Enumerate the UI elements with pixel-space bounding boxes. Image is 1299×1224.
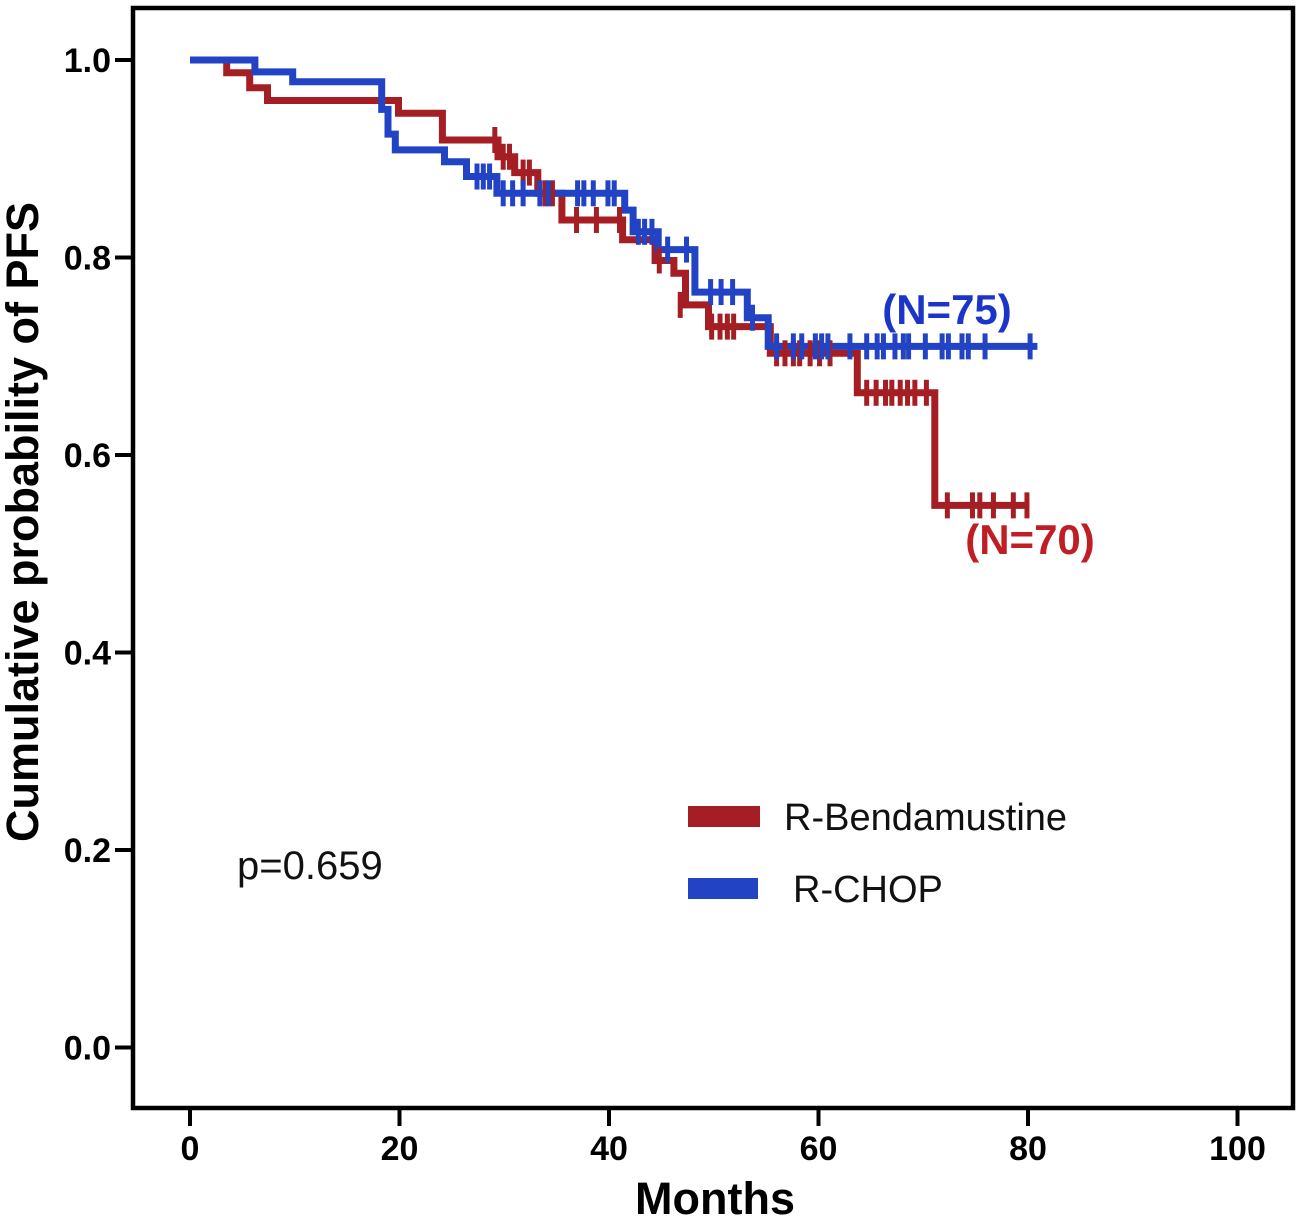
r-bendamustine-curve — [190, 56, 1028, 509]
annotation-n75: (N=75) — [882, 286, 1012, 333]
legend-swatch-r-chop — [688, 878, 758, 899]
x-axis-title: Months — [635, 1173, 795, 1224]
y-tick-label-0.4: 0.4 — [64, 635, 111, 673]
r-chop-censor-marks — [474, 163, 1033, 360]
axes: 0 20 40 60 80 100 1.0 0.8 0.6 0.4 0.2 0.0 — [64, 42, 1266, 1168]
y-axis-title: Cumulative probability of PFS — [0, 202, 48, 842]
x-tick-label-20: 20 — [381, 1130, 419, 1168]
x-tick-label-0: 0 — [181, 1130, 200, 1168]
plot-frame — [130, 5, 1296, 1111]
legend-label-r-bendamustine: R-Bendamustine — [784, 797, 1067, 839]
p-value-label: p=0.659 — [237, 844, 383, 888]
y-tick-label-0.0: 0.0 — [64, 1030, 111, 1068]
censor-marks — [474, 126, 1033, 519]
y-tick-label-0.2: 0.2 — [64, 832, 111, 870]
x-tick-label-80: 80 — [1009, 1130, 1047, 1168]
legend: R-Bendamustine R-CHOP — [688, 797, 1067, 911]
legend-swatch-r-bendamustine — [688, 806, 760, 827]
x-tick-label-40: 40 — [590, 1130, 628, 1168]
y-tick-label-0.8: 0.8 — [64, 240, 111, 278]
annotation-n70: (N=70) — [965, 516, 1095, 563]
r-bendamustine-censor-marks — [492, 126, 1030, 519]
survival-curves — [190, 56, 1038, 509]
y-tick-label-1.0: 1.0 — [64, 42, 111, 80]
x-tick-label-60: 60 — [800, 1130, 838, 1168]
legend-label-r-chop: R-CHOP — [793, 869, 943, 911]
x-tick-label-100: 100 — [1209, 1130, 1266, 1168]
y-tick-label-0.6: 0.6 — [64, 437, 111, 475]
